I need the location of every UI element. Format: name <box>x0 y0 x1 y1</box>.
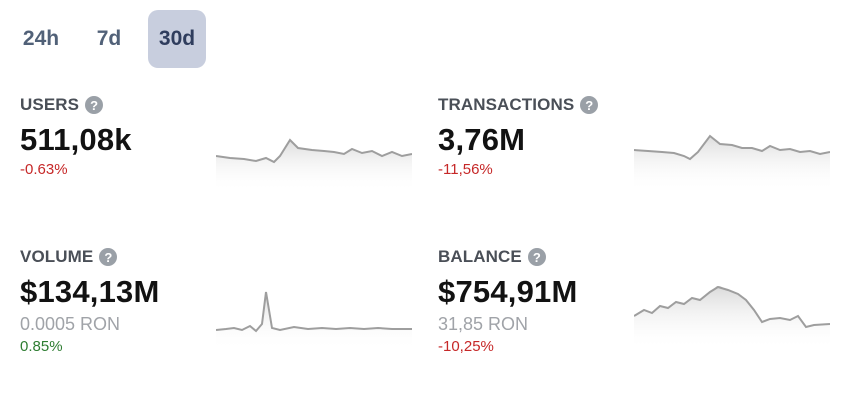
volume-change: 0.85% <box>20 338 63 355</box>
balance-change: -10,25% <box>438 338 494 355</box>
help-icon[interactable]: ? <box>527 248 546 266</box>
volume-sparkline-line <box>216 291 412 333</box>
transactions-value: 3,76M <box>438 122 526 157</box>
volume-value: $134,13M <box>20 274 160 309</box>
help-icon[interactable]: ? <box>85 96 104 114</box>
balance-label: BALANCE <box>438 247 522 266</box>
balance-card: BALANCE ? $754,91M 31,85 RON -10,25% <box>438 246 848 355</box>
transactions-label-row: TRANSACTIONS ? <box>438 94 848 116</box>
users-value: 511,08k <box>20 122 132 157</box>
users-sparkline <box>216 138 412 192</box>
users-sparkline-area <box>216 140 412 192</box>
users-label: USERS <box>20 95 80 114</box>
transactions-card: TRANSACTIONS ? 3,76M -11,56% <box>438 94 848 192</box>
tab-30d[interactable]: 30d <box>148 10 206 68</box>
transactions-sparkline <box>634 134 830 192</box>
users-card: USERS ? 511,08k -0.63% <box>20 94 430 192</box>
balance-sub: 31,85 RON <box>438 314 529 334</box>
tab-7d[interactable]: 7d <box>96 27 122 50</box>
tab-24h[interactable]: 24h <box>22 27 60 50</box>
balance-sparkline-line <box>634 286 830 329</box>
volume-label-row: VOLUME ? <box>20 246 430 268</box>
balance-value: $754,91M <box>438 274 578 309</box>
volume-sub: 0.0005 RON <box>20 314 121 334</box>
users-change: -0.63% <box>20 161 68 178</box>
users-sparkline-line <box>216 138 412 164</box>
volume-sparkline <box>216 291 412 350</box>
volume-label: VOLUME <box>20 247 94 266</box>
transactions-label: TRANSACTIONS <box>438 95 575 114</box>
transactions-change: -11,56% <box>438 161 493 178</box>
volume-card: VOLUME ? $134,13M 0.0005 RON 0.85% <box>20 246 430 355</box>
help-icon[interactable]: ? <box>99 248 118 266</box>
users-label-row: USERS ? <box>20 94 430 116</box>
balance-sparkline-area <box>634 286 830 350</box>
transactions-sparkline-line <box>634 134 830 161</box>
help-icon[interactable]: ? <box>580 96 599 114</box>
volume-sparkline-area <box>216 292 412 350</box>
timeframe-tabs: 24h 7d 30d <box>12 10 206 68</box>
balance-label-row: BALANCE ? <box>438 246 848 268</box>
balance-sparkline <box>634 286 830 350</box>
